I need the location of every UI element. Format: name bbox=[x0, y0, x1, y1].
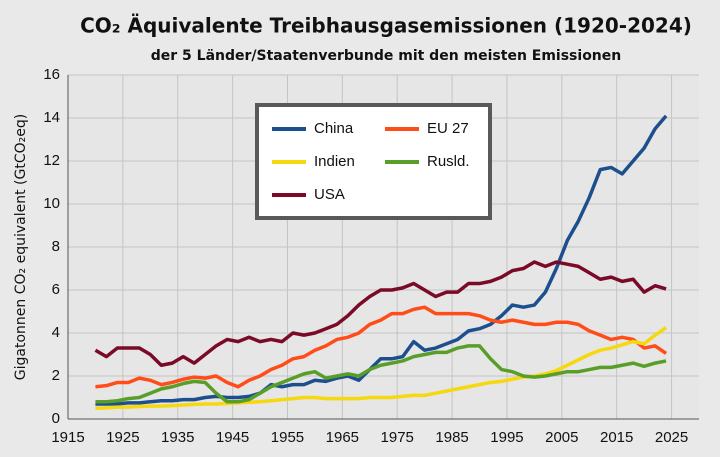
legend-label: China bbox=[314, 120, 354, 137]
x-tick-label: 1965 bbox=[326, 429, 359, 446]
y-tick-label: 8 bbox=[52, 238, 60, 255]
line-series bbox=[95, 305, 668, 389]
chart-subtitle: der 5 Länder/Staatenverbunde mit den mei… bbox=[151, 48, 622, 64]
legend-label: Indien bbox=[314, 153, 355, 170]
legend-label: EU 27 bbox=[427, 120, 469, 137]
legend-label: USA bbox=[314, 186, 345, 203]
x-tick-label: 2005 bbox=[545, 429, 578, 446]
y-tick-label: 6 bbox=[52, 281, 60, 298]
x-tick-label: 1975 bbox=[381, 429, 414, 446]
x-tick-label: 1985 bbox=[435, 429, 468, 446]
x-tick-label: 1945 bbox=[216, 429, 249, 446]
x-tick-label: 1935 bbox=[161, 429, 194, 446]
legend-label: Rusld. bbox=[427, 153, 470, 170]
x-tick-label: 1955 bbox=[271, 429, 304, 446]
line-series bbox=[95, 114, 668, 406]
x-tick-label: 2015 bbox=[600, 429, 633, 446]
y-tick-label: 0 bbox=[52, 410, 60, 427]
x-tick-label: 2025 bbox=[655, 429, 688, 446]
y-tick-label: 2 bbox=[52, 367, 60, 384]
y-axis-label: Gigatonnen CO₂ equivalent (GtCO₂eq) bbox=[13, 114, 29, 380]
y-tick-label: 12 bbox=[43, 152, 60, 169]
chart-title: CO₂ Äquivalente Treibhausgasemissionen (… bbox=[80, 14, 692, 38]
line-series bbox=[94, 260, 667, 367]
y-tick-label: 16 bbox=[43, 66, 60, 83]
x-tick-label: 1995 bbox=[490, 429, 523, 446]
y-tick-label: 10 bbox=[43, 195, 60, 212]
line-series bbox=[95, 326, 668, 410]
y-tick-label: 4 bbox=[52, 324, 60, 341]
y-tick-label: 14 bbox=[43, 109, 60, 126]
line-series bbox=[95, 344, 667, 404]
x-tick-label: 1915 bbox=[51, 429, 84, 446]
x-tick-label: 1925 bbox=[106, 429, 139, 446]
